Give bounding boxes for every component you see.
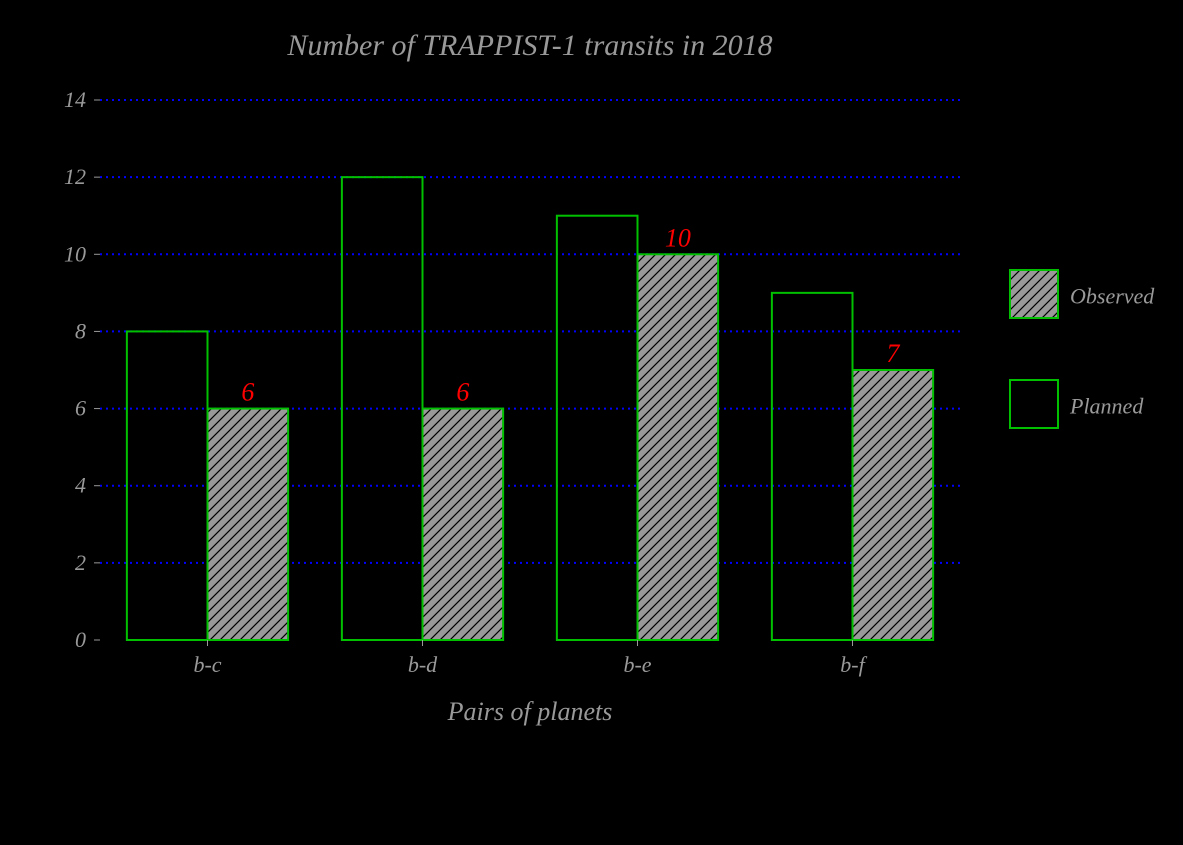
y-tick-label: 0 (75, 627, 86, 652)
bar-observed-b-c (208, 409, 289, 640)
y-tick-label: 10 (64, 241, 86, 266)
y-tick-label: 12 (64, 164, 86, 189)
y-tick-label: 4 (75, 473, 86, 498)
bar-value-label: 10 (665, 223, 691, 252)
bar-value-label: 6 (456, 378, 469, 407)
bar-value-label: 6 (241, 378, 254, 407)
y-tick-label: 14 (64, 87, 86, 112)
bar-value-label: 7 (886, 339, 900, 368)
chart-title: Number of TRAPPIST-1 transits in 2018 (286, 29, 772, 62)
bar-observed-b-d (423, 409, 504, 640)
y-tick-label: 6 (75, 396, 86, 421)
y-tick-label: 2 (75, 550, 86, 575)
bar-chart: 6 6 10 7 0 2 4 6 8 10 12 14 b-c b-d b-e b-f Pairs of pla… (0, 0, 1183, 845)
x-axis-label: Pairs of planets (447, 697, 613, 726)
y-tick-label: 8 (75, 318, 86, 343)
legend-label-planned: Planned (1069, 394, 1144, 419)
x-tick-label: b-f (840, 652, 867, 677)
legend-label-observed: Observed (1070, 284, 1155, 309)
x-tick-label: b-d (408, 652, 438, 677)
x-tick-label: b-e (623, 652, 651, 677)
x-tick-label: b-c (193, 652, 221, 677)
legend-swatch-observed (1010, 270, 1058, 318)
bar-observed-b-f (853, 370, 934, 640)
bar-observed-b-e (638, 254, 719, 640)
chart-container: 6 6 10 7 0 2 4 6 8 10 12 14 b-c b-d b-e b-f Pairs of pla… (0, 0, 1183, 845)
